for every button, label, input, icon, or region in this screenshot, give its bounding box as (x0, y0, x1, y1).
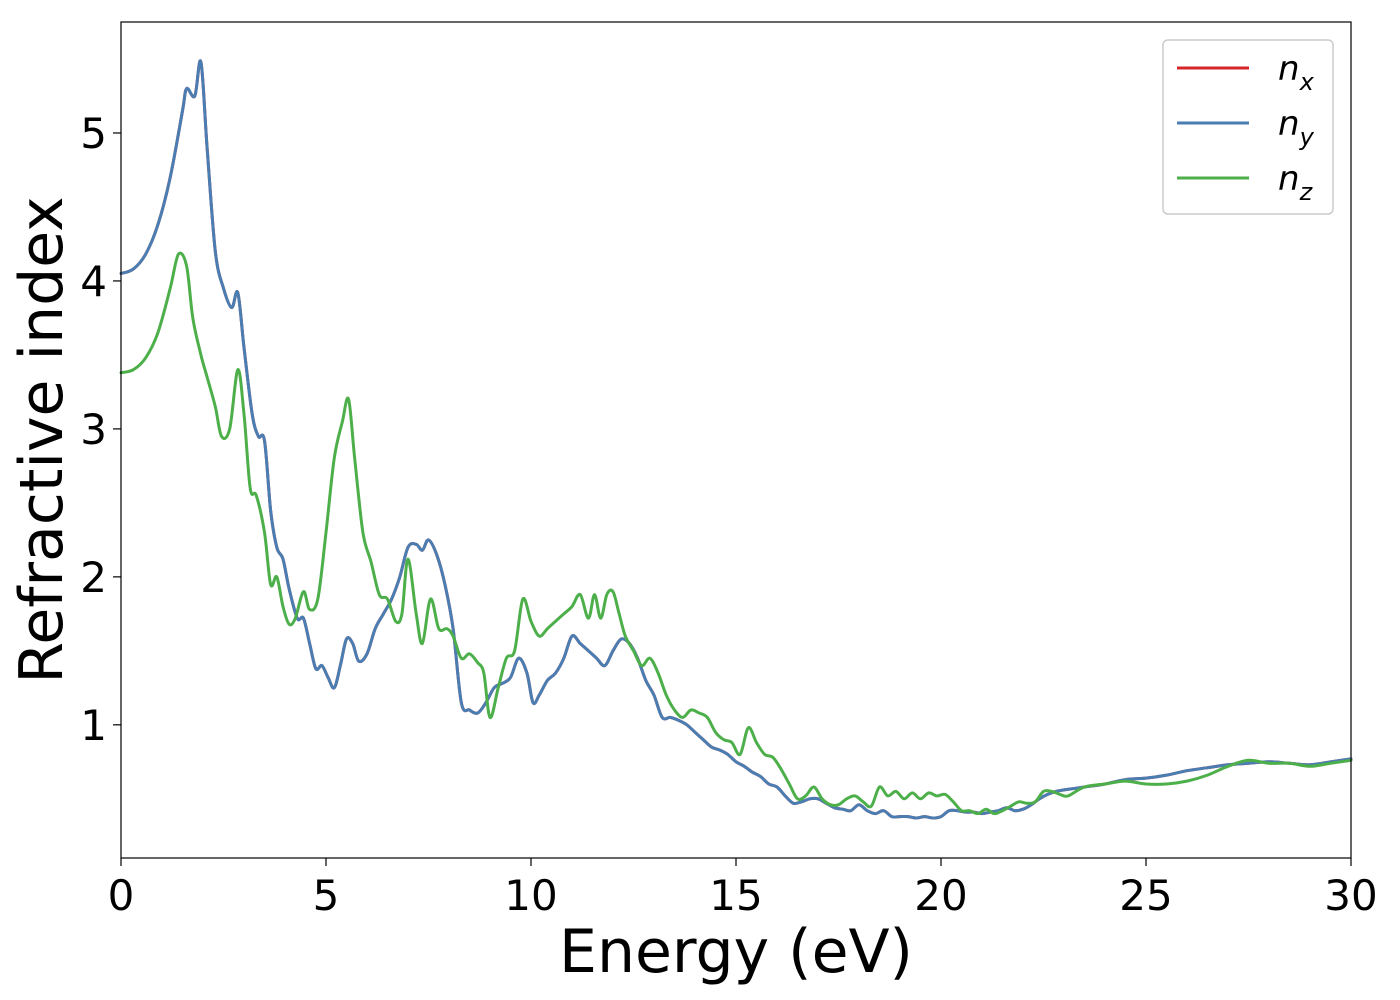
series-line-z (119, 251, 1353, 816)
y-tick-label: 2 (80, 553, 107, 602)
series-layer (119, 59, 1353, 820)
y-tick-label: 5 (80, 109, 107, 158)
x-tick-label: 5 (313, 871, 340, 920)
y-axis: 1 2 3 4 5 (80, 109, 121, 750)
y-axis-title: Refractive index (7, 196, 77, 683)
x-tick-label: 0 (108, 871, 135, 920)
y-tick-label: 4 (80, 257, 107, 306)
legend-label-x: nx (1278, 49, 1315, 96)
x-tick-label: 20 (914, 871, 967, 920)
x-axis: 0 5 10 15 20 25 30 (108, 858, 1378, 920)
x-tick-label: 25 (1119, 871, 1172, 920)
plot-area (121, 22, 1351, 858)
x-tick-label: 30 (1324, 871, 1377, 920)
x-tick-label: 10 (504, 871, 557, 920)
y-tick-label: 1 (80, 701, 107, 750)
legend-label-z: nz (1278, 159, 1314, 206)
x-tick-label: 15 (709, 871, 762, 920)
x-axis-title: Energy (eV) (559, 917, 913, 987)
legend-box (1162, 39, 1334, 215)
y-tick-label: 3 (80, 405, 107, 454)
legend: nx ny nz (1162, 39, 1334, 215)
legend-label-y: ny (1278, 104, 1315, 151)
